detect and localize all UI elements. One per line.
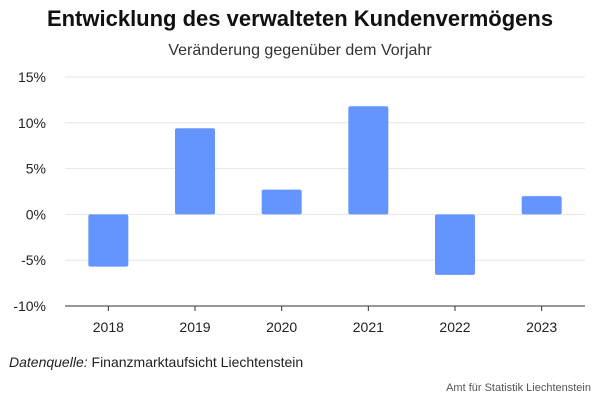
y-tick-label: 5% xyxy=(26,161,46,177)
bar-2018 xyxy=(88,214,129,267)
y-tick-label: -10% xyxy=(13,298,46,314)
footer-credit: Amt für Statistik Liechtenstein xyxy=(446,382,591,394)
y-tick-label: 0% xyxy=(26,206,46,222)
bar-2022 xyxy=(435,214,475,275)
data-source-text: Finanzmarktaufsicht Liechtenstein xyxy=(91,354,304,370)
data-source: Datenquelle: Finanzmarktaufsicht Liechte… xyxy=(9,354,303,370)
bar-2021 xyxy=(348,106,389,215)
x-tick-label: 2020 xyxy=(266,319,297,335)
y-tick-label: 10% xyxy=(18,115,46,131)
x-tick-label: 2022 xyxy=(439,319,470,335)
x-tick-label: 2018 xyxy=(93,319,124,335)
chart-title: Entwicklung des verwalteten Kundenvermög… xyxy=(46,6,554,31)
bar-2019 xyxy=(175,128,215,215)
x-tick-label: 2021 xyxy=(353,319,384,335)
y-tick-label: 15% xyxy=(18,69,46,85)
x-tick-label: 2023 xyxy=(526,319,557,335)
y-tick-label: -5% xyxy=(21,252,46,268)
bar-2023 xyxy=(521,196,562,215)
x-tick-label: 2019 xyxy=(179,319,210,335)
bar-2020 xyxy=(261,189,302,215)
chart-subtitle: Veränderung gegenüber dem Vorjahr xyxy=(168,42,432,59)
data-source-label: Datenquelle: xyxy=(9,354,88,370)
